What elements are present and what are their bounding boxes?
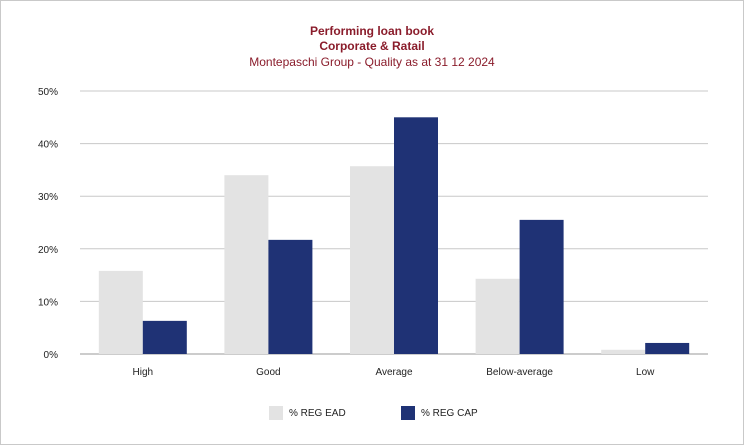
bar-reg-ead <box>224 175 269 354</box>
chart-subtitle-2: Montepaschi Group - Quality as at 31 12 … <box>249 55 495 69</box>
y-axis-ticks: 0% 10% 20% 30% 40% 50% <box>38 87 58 361</box>
chart-subtitle: Corporate & Ratail <box>319 39 425 53</box>
legend-swatch-reg-cap <box>401 406 415 420</box>
legend-item-reg-cap: % REG CAP <box>401 406 478 420</box>
chart-title: Performing loan book <box>309 24 434 38</box>
x-category-label: High <box>133 367 154 378</box>
x-category-label: Below-average <box>486 367 553 378</box>
bar-reg-ead <box>98 270 143 354</box>
x-category-label: Average <box>375 367 413 378</box>
bar-reg-cap <box>519 219 564 354</box>
bar-reg-cap <box>268 239 313 354</box>
x-category-label: Low <box>636 367 655 378</box>
legend-swatch-reg-ead <box>269 406 283 420</box>
y-tick-label: 0% <box>44 350 59 361</box>
y-tick-label: 10% <box>38 297 58 308</box>
bars <box>98 117 690 354</box>
bar-reg-cap <box>645 342 690 354</box>
bar-reg-ead <box>475 278 520 354</box>
bar-reg-ead <box>601 349 646 354</box>
legend-label-reg-ead: % REG EAD <box>289 407 346 419</box>
y-tick-label: 40% <box>38 140 58 151</box>
x-category-label: Good <box>256 367 280 378</box>
y-tick-label: 30% <box>38 192 58 203</box>
bar-reg-cap <box>142 320 187 354</box>
bar-reg-cap <box>394 117 438 354</box>
bar-reg-ead <box>350 166 394 354</box>
legend: % REG EAD % REG CAP <box>0 406 744 426</box>
legend-item-reg-ead: % REG EAD <box>269 406 346 420</box>
x-axis-categories: High Good Average Below-average Low <box>133 367 656 378</box>
chart-titles: Performing loan book Corporate & Ratail … <box>0 24 744 70</box>
y-tick-label: 50% <box>38 87 58 98</box>
legend-label-reg-cap: % REG CAP <box>421 407 478 419</box>
y-tick-label: 20% <box>38 245 58 256</box>
